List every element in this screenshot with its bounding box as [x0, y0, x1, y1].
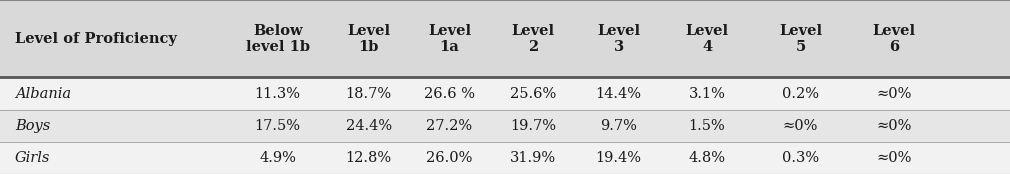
Text: 9.7%: 9.7%	[600, 119, 637, 133]
Text: ≈0%: ≈0%	[876, 86, 912, 101]
Text: Level
1b: Level 1b	[347, 24, 390, 54]
Text: 25.6%: 25.6%	[510, 86, 556, 101]
Text: 3.1%: 3.1%	[689, 86, 725, 101]
Text: ≈0%: ≈0%	[876, 119, 912, 133]
Text: Level of Proficiency: Level of Proficiency	[15, 32, 177, 46]
Text: 1.5%: 1.5%	[689, 119, 725, 133]
Text: 24.4%: 24.4%	[345, 119, 392, 133]
Text: 0.3%: 0.3%	[782, 151, 819, 165]
Text: 26.0%: 26.0%	[426, 151, 473, 165]
Text: Level
6: Level 6	[873, 24, 915, 54]
Text: Level
5: Level 5	[779, 24, 822, 54]
Bar	[0, 77, 1010, 110]
Text: Boys: Boys	[15, 119, 50, 133]
Bar	[0, 142, 1010, 174]
Text: Below
level 1b: Below level 1b	[245, 24, 310, 54]
Text: 4.8%: 4.8%	[689, 151, 725, 165]
Text: 18.7%: 18.7%	[345, 86, 392, 101]
Text: Girls: Girls	[15, 151, 50, 165]
Text: Level
3: Level 3	[597, 24, 640, 54]
Text: 27.2%: 27.2%	[426, 119, 473, 133]
Text: 14.4%: 14.4%	[596, 86, 641, 101]
Text: 26.6 %: 26.6 %	[424, 86, 475, 101]
Bar	[0, 0, 1010, 77]
Text: 12.8%: 12.8%	[345, 151, 392, 165]
Text: 17.5%: 17.5%	[255, 119, 301, 133]
Text: 0.2%: 0.2%	[782, 86, 819, 101]
Text: Level
1a: Level 1a	[428, 24, 471, 54]
Text: 11.3%: 11.3%	[255, 86, 301, 101]
Text: 31.9%: 31.9%	[510, 151, 556, 165]
Text: ≈0%: ≈0%	[876, 151, 912, 165]
Text: Level
2: Level 2	[511, 24, 554, 54]
Bar	[0, 110, 1010, 142]
Text: 19.4%: 19.4%	[596, 151, 641, 165]
Text: Albania: Albania	[15, 86, 72, 101]
Text: ≈0%: ≈0%	[783, 119, 818, 133]
Text: Level
4: Level 4	[686, 24, 728, 54]
Text: 19.7%: 19.7%	[510, 119, 556, 133]
Text: 4.9%: 4.9%	[260, 151, 296, 165]
